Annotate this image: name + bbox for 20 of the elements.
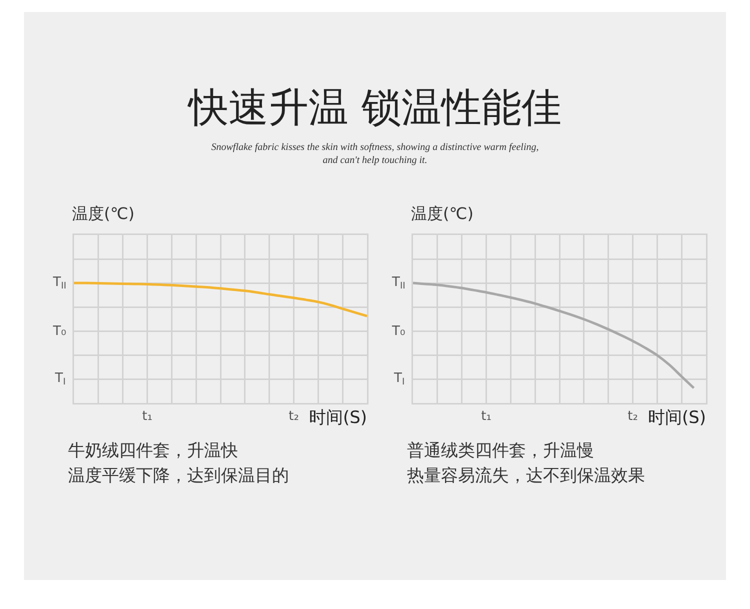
text: T$_{II}$ <box>52 275 66 292</box>
text: T$_{I}$ <box>54 371 66 388</box>
x-tick-label: t₂ <box>628 409 638 424</box>
text: T$_{I}$ <box>393 371 405 388</box>
text: T₀ <box>52 324 66 339</box>
text: Snowflake fabric kisses the skin with softness, showing a distinctive warm feeling, and can't help touching it. <box>210 141 540 167</box>
text: T₀ <box>391 324 406 339</box>
text: 温度平缓下降，达到保温目的 <box>68 466 289 486</box>
x-tick-label: t₁ <box>481 409 492 424</box>
y-axis-title: 温度(℃) <box>72 204 134 223</box>
x-axis-title: 时间(S) <box>309 408 368 428</box>
text: 热量容易流失，达不到保温效果 <box>407 466 645 486</box>
text: 牛奶绒四件套，升温快 <box>68 441 238 461</box>
x-tick-label: t₁ <box>142 409 152 424</box>
y-axis-title: 温度(℃) <box>411 204 474 223</box>
text: 普通绒类四件套，升温慢 <box>407 441 594 461</box>
text: 快速升温 锁温性能佳 <box>186 84 562 133</box>
text: T$_{II}$ <box>391 275 406 292</box>
x-axis-title: 时间(S) <box>648 408 706 428</box>
x-tick-label: t₂ <box>288 409 299 424</box>
